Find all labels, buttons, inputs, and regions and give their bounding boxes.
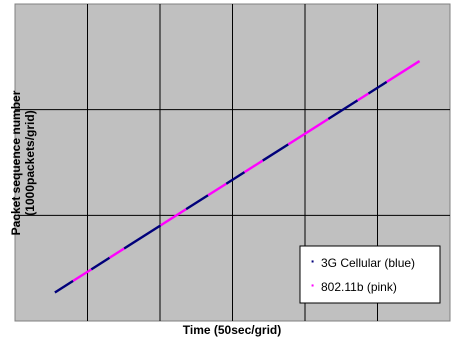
y-axis-title-line1: Packet sequence number (9, 90, 23, 235)
legend-box (299, 245, 441, 304)
trace-segment-pink (287, 117, 330, 146)
trace-segment-pink (207, 182, 227, 197)
trace-segment-pink (72, 268, 92, 282)
grid-lines (15, 4, 450, 321)
legend-label-pink: 802.11b (pink) (321, 280, 397, 294)
trace-segment-blue (54, 279, 74, 294)
trace-segment-pink (386, 60, 421, 83)
trace-segment-blue (185, 194, 209, 211)
legend-marker-blue: · (311, 253, 316, 269)
x-axis-title: Time (50sec/grid) (183, 323, 281, 337)
trace-segment-blue (262, 143, 289, 162)
trace-segment-blue (90, 256, 111, 271)
legend: · 3G Cellular (blue) · 802.11b (pink) (299, 245, 441, 304)
legend-label-blue: 3G Cellular (blue) (321, 256, 415, 270)
y-axis-title: Packet sequence number (1000packets/grid… (9, 90, 37, 235)
data-trace (54, 60, 421, 294)
trace-segment-blue (225, 171, 246, 185)
trace-segment-pink (108, 247, 125, 259)
trace-segment-blue (327, 99, 359, 120)
trace-segment-pink (356, 92, 370, 102)
trace-segment-pink (243, 159, 264, 174)
y-axis-title-line2: (1000packets/grid) (23, 110, 37, 215)
trace-segment-pink (159, 208, 187, 227)
trace-segment-blue (123, 224, 162, 250)
trace-segment-blue (367, 80, 388, 95)
legend-marker-pink: · (311, 277, 316, 293)
